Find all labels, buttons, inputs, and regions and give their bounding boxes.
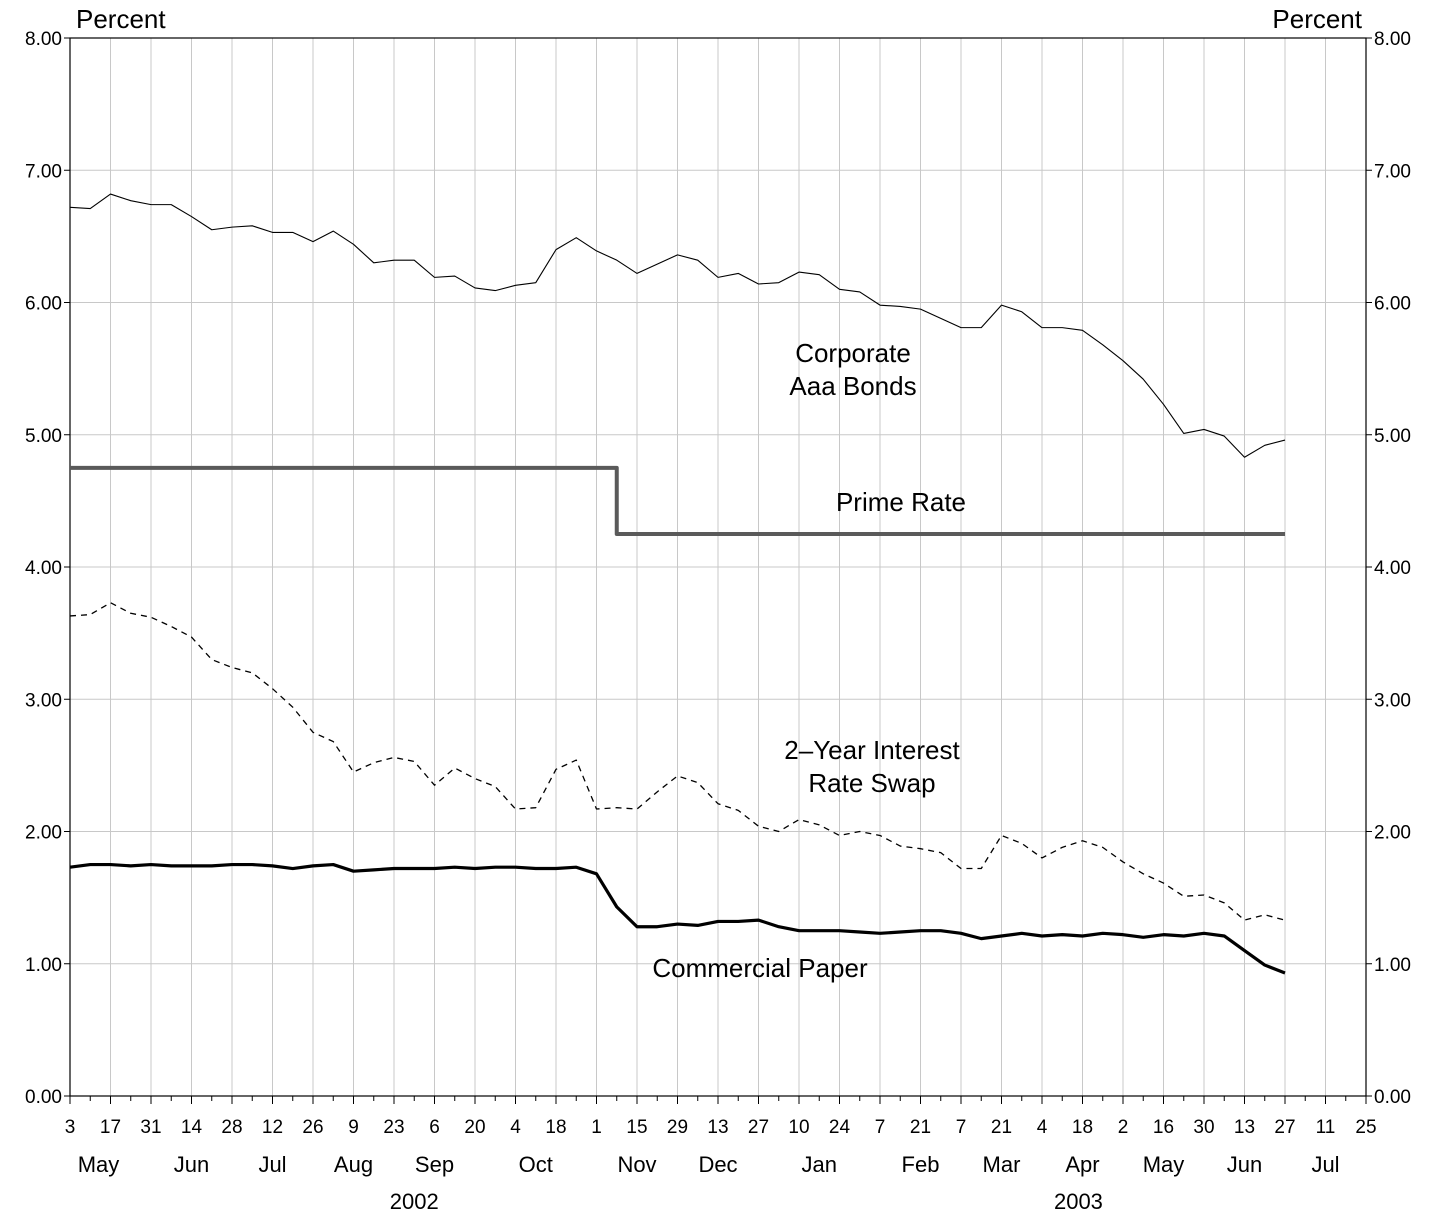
x-tick-label: 27 [1274,1117,1295,1138]
x-tick-label: 15 [626,1117,647,1138]
x-month-label: Jan [802,1152,837,1177]
series-line-commercial-paper [69,862,1286,975]
x-month-label: Aug [334,1152,373,1177]
x-tick-label: 7 [956,1117,967,1138]
x-tick-label: 31 [140,1117,161,1138]
y-tick-label-right: 5.00 [1374,426,1411,447]
x-tick-label: 23 [383,1117,404,1138]
y-tick-label-left: 1.00 [25,955,62,976]
y-axis-left-title: Percent [76,4,166,34]
y-tick-label-left: 4.00 [25,558,62,579]
series-line-corporate-aaa-bonds [69,193,1286,458]
x-tick-label: 10 [788,1117,809,1138]
y-tick-label-right: 2.00 [1374,823,1411,844]
x-tick-label: 1 [591,1117,602,1138]
x-month-label: Jul [258,1152,286,1177]
y-tick-label-left: 6.00 [25,294,62,315]
x-month-label: Jul [1311,1152,1339,1177]
x-tick-label: 30 [1193,1117,1214,1138]
y-tick-label-right: 7.00 [1374,161,1411,182]
x-axis: 3 17 31 14 28 12 26 9 23 6 20 4 18 1 15 29 13 27 10 24 7 21 7 2… [65,1096,1377,1213]
series-label: 2–Year Interest [784,735,960,765]
y-tick-label-left: 3.00 [25,690,62,711]
x-month-label: Nov [617,1152,656,1177]
x-tick-label: 11 [1316,1117,1336,1138]
series-line-2-year-interest-rate-swap [69,602,1286,921]
x-tick-label: 13 [707,1117,728,1138]
x-tick-label: 12 [262,1117,283,1138]
x-month-label: Jun [1227,1152,1262,1177]
x-month-label: Sep [415,1152,454,1177]
x-month-label: Dec [698,1152,737,1177]
x-tick-label: 29 [667,1117,688,1138]
series-label: Corporate [795,338,911,368]
x-tick-label: 25 [1355,1117,1376,1138]
x-tick-label: 13 [1234,1117,1255,1138]
y-tick-label-left: 5.00 [25,426,62,447]
x-month-label: May [78,1152,120,1177]
x-tick-label: 18 [545,1117,566,1138]
x-month-label: Mar [983,1152,1021,1177]
x-tick-label: 27 [748,1117,769,1138]
series-label: Aaa Bonds [789,371,916,401]
x-year-label: 2003 [1054,1189,1103,1213]
x-month-label: Apr [1065,1152,1099,1177]
x-tick-label: 18 [1072,1117,1093,1138]
y-tick-label-right: 6.00 [1374,294,1411,315]
x-tick-label: 28 [221,1117,242,1138]
x-tick-label: 26 [302,1117,323,1138]
grid [70,38,1366,1096]
x-tick-label: 16 [1153,1117,1174,1138]
x-month-label: Feb [902,1152,940,1177]
y-tick-label-right: 0.00 [1374,1087,1411,1108]
y-tick-label-left: 0.00 [25,1087,62,1108]
x-tick-label: 9 [348,1117,359,1138]
x-tick-label: 21 [991,1117,1012,1138]
y-axis: 0.00 0.00 1.00 1.00 2.00 2.00 3.00 3.00 4.00 4.00… [25,29,1411,1108]
x-tick-label: 24 [829,1117,851,1138]
x-tick-label: 7 [875,1117,886,1138]
y-tick-label-left: 2.00 [25,823,62,844]
x-tick-label: 6 [429,1117,440,1138]
x-tick-label: 14 [181,1117,203,1138]
x-tick-label: 4 [510,1117,521,1138]
y-tick-label-right: 1.00 [1374,955,1411,976]
y-tick-label-left: 7.00 [25,161,62,182]
series-label: Rate Swap [808,768,935,798]
series-lines [69,193,1286,975]
x-month-label: Jun [174,1152,209,1177]
y-axis-right-title: Percent [1272,4,1362,34]
series-label: Commercial Paper [652,953,868,983]
x-tick-label: 21 [910,1117,931,1138]
x-tick-label: 17 [100,1117,121,1138]
x-year-label: 2002 [390,1189,439,1213]
y-tick-label-right: 8.00 [1374,29,1411,50]
y-tick-label-right: 3.00 [1374,690,1411,711]
y-tick-label-right: 4.00 [1374,558,1411,579]
x-month-label: May [1143,1152,1185,1177]
y-tick-label-left: 8.00 [25,29,62,50]
series-label: Prime Rate [836,487,966,517]
x-tick-label: 3 [65,1117,76,1138]
x-tick-label: 2 [1118,1117,1129,1138]
x-month-label: Oct [519,1152,553,1177]
x-tick-label: 20 [464,1117,485,1138]
series-line-prime-rate [70,465,1285,536]
x-tick-label: 4 [1037,1117,1048,1138]
